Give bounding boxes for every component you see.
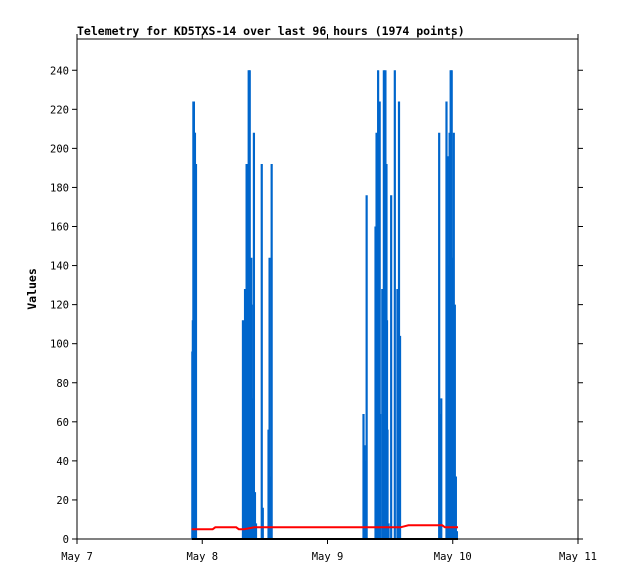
y-tick-label: 80	[56, 378, 69, 390]
y-tick-label: 100	[50, 339, 69, 351]
y-tick-label: 40	[56, 456, 69, 468]
y-tick-label: 60	[56, 417, 69, 429]
x-axis: May 7 May 8 May 9 May 10 May 11	[61, 34, 597, 563]
x-tick-label: May 10	[434, 551, 472, 563]
y-tick-label: 120	[50, 300, 69, 312]
y-tick-label: 200	[50, 143, 69, 155]
y-tick-label: 240	[50, 65, 69, 77]
x-tick-label: May 9	[312, 551, 344, 563]
chart-title: Telemetry for KD5TXS-14 over last 96 hou…	[77, 24, 465, 38]
y-tick-label: 220	[50, 104, 69, 116]
series-1-line	[191, 524, 458, 531]
x-tick-label: May 11	[559, 551, 597, 563]
y-tick-label: 0	[63, 534, 69, 546]
y-tick-label: 20	[56, 495, 69, 507]
y-axis-label: Values	[25, 268, 39, 310]
plot-frame	[76, 38, 579, 540]
x-tick-label: May 8	[186, 551, 218, 563]
y-axis: 0 20 40 60 80 100 120 140 160 180 200 220 240	[50, 65, 583, 546]
y-tick-label: 160	[50, 222, 69, 234]
plot-area	[191, 70, 459, 540]
y-tick-label: 140	[50, 261, 69, 273]
x-tick-label: May 7	[61, 551, 93, 563]
y-tick-label: 180	[50, 182, 69, 194]
